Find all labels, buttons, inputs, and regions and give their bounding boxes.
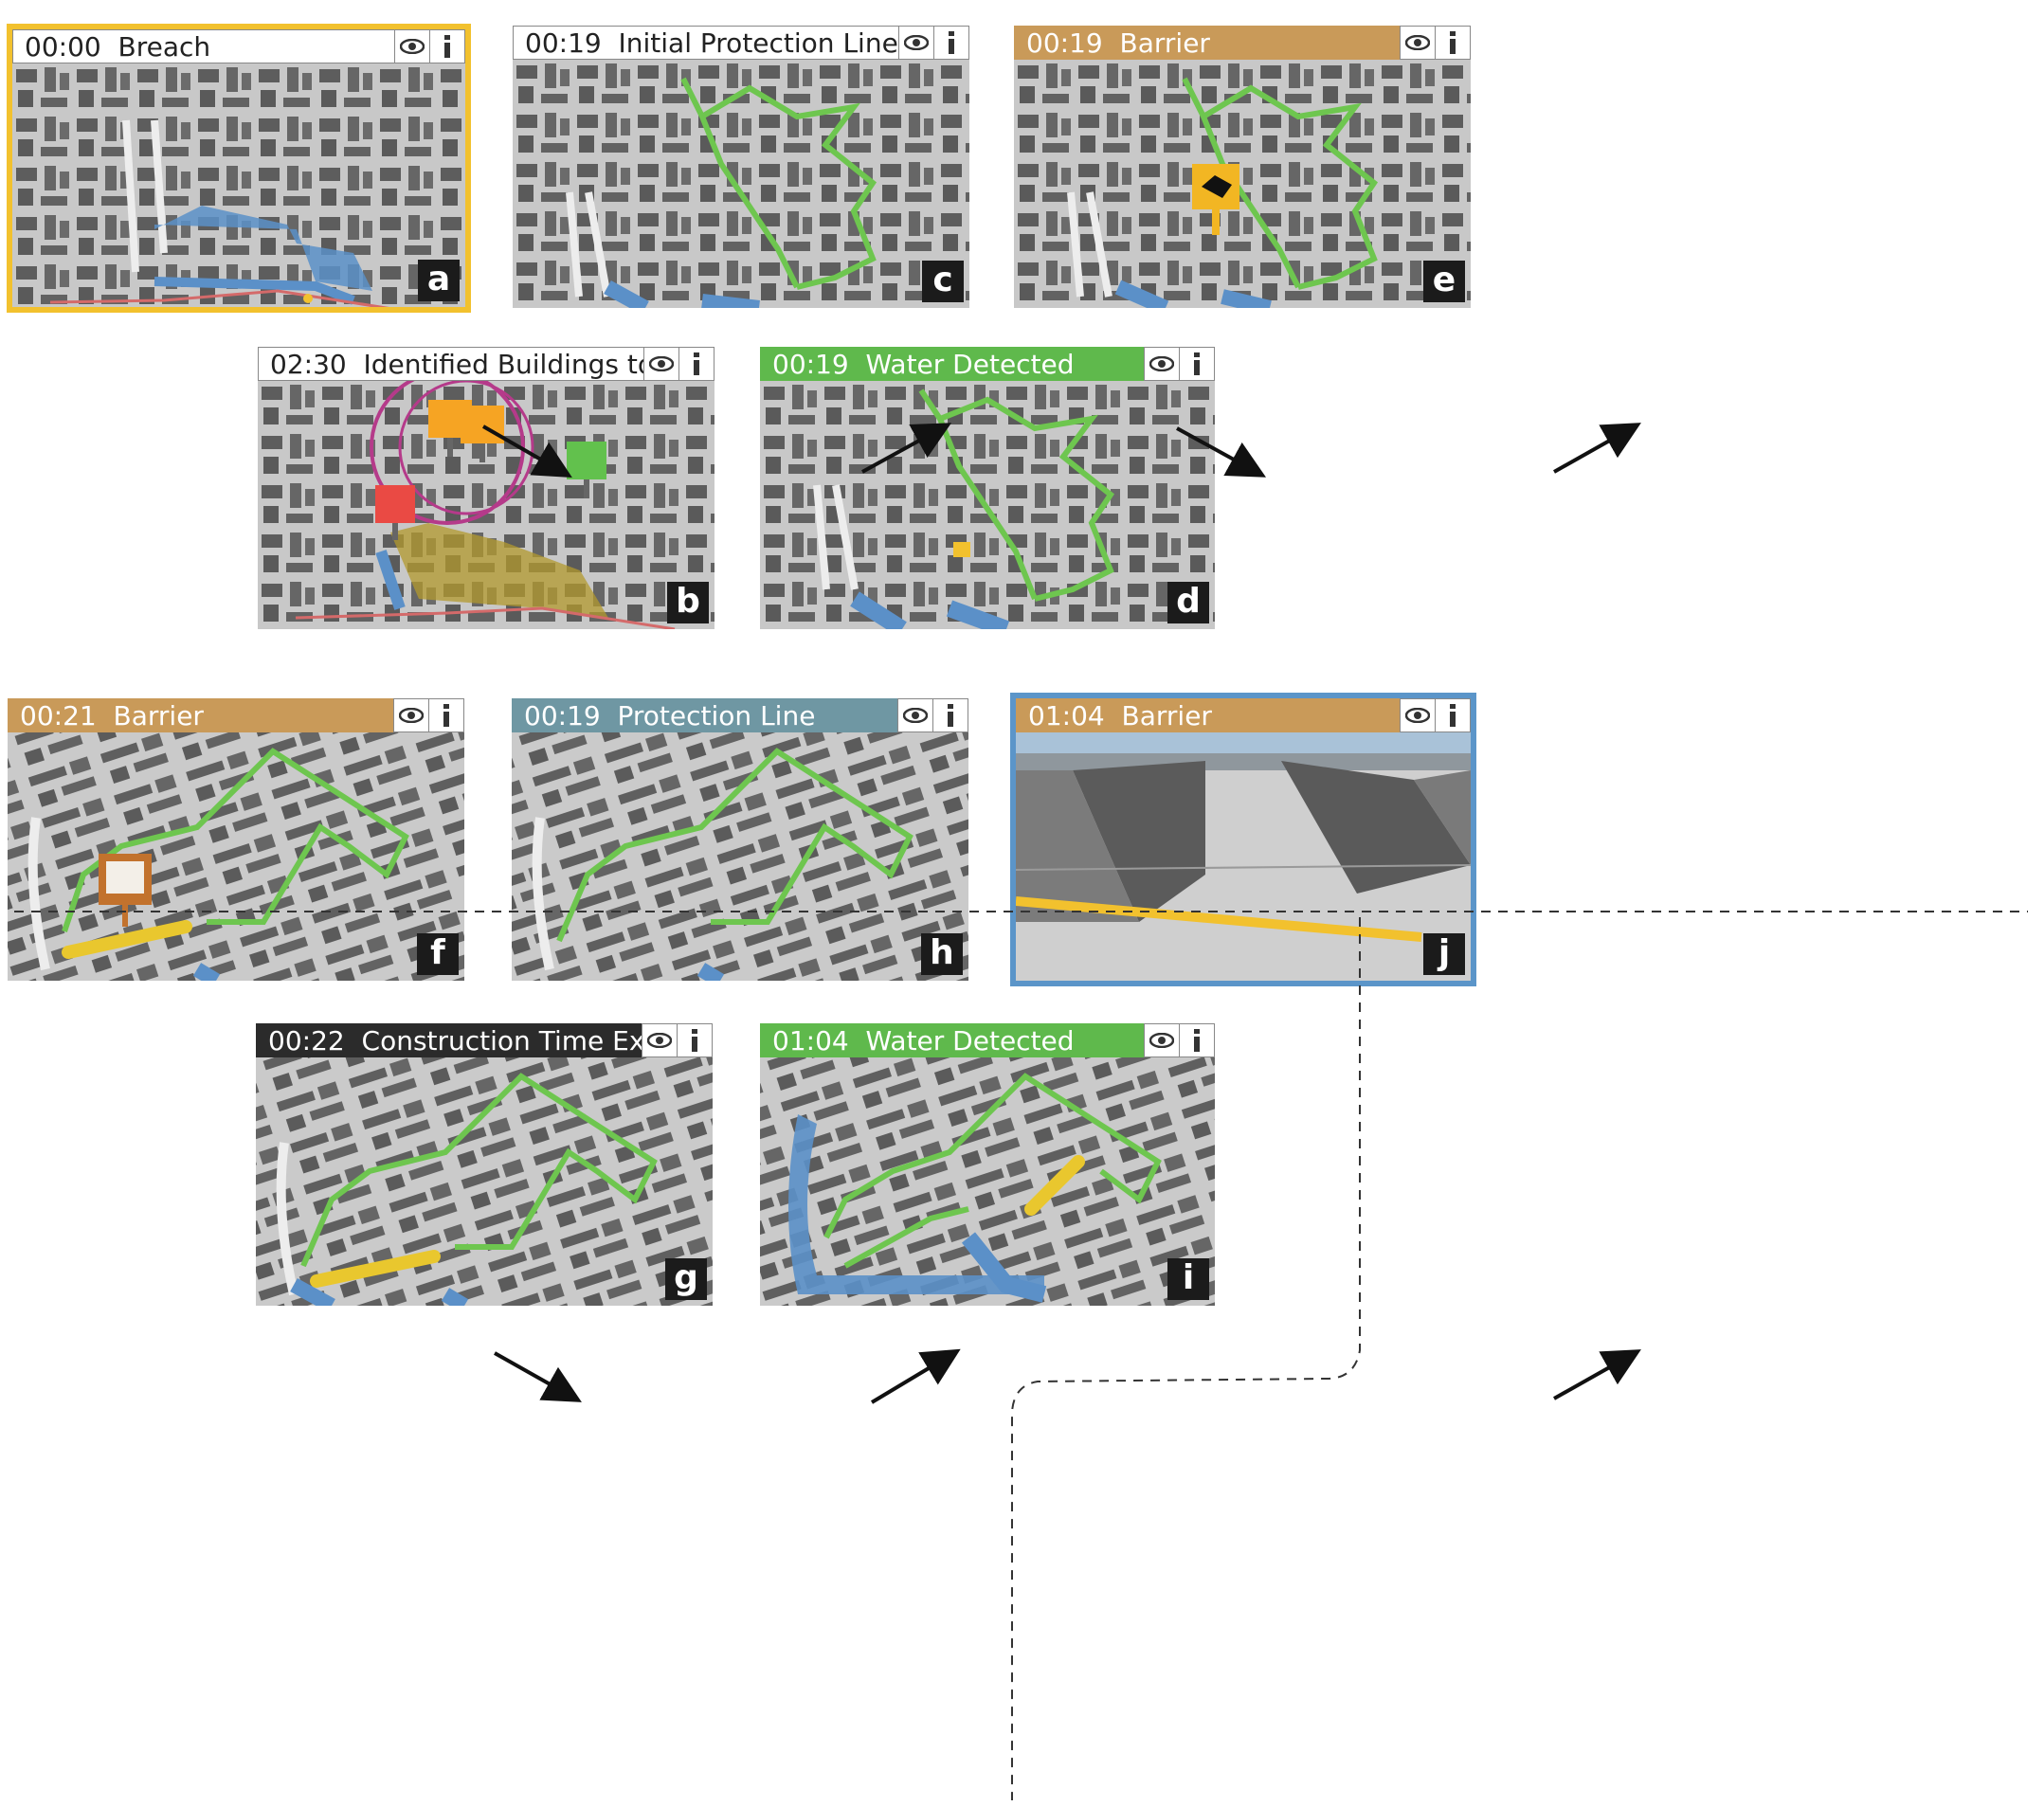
map-view[interactable] [512, 732, 968, 981]
panel-a-title: 00:00 Breach [12, 29, 395, 63]
map-view[interactable] [8, 732, 464, 981]
eye-icon[interactable] [1144, 347, 1180, 381]
info-icon[interactable] [677, 1023, 713, 1057]
info-icon[interactable] [1435, 698, 1471, 732]
panel-b-title: 02:30 Identified Buildings to Protect [258, 347, 644, 381]
panel-b[interactable]: 02:30 Identified Buildings to Protect b [258, 347, 714, 629]
eye-icon[interactable] [643, 347, 679, 381]
panel-h-title: 00:19 Protection Line [512, 698, 898, 732]
panel-i-label: Water Detected [865, 1025, 1075, 1057]
eye-icon[interactable] [394, 29, 430, 63]
panel-e-title: 00:19 Barrier [1014, 26, 1401, 60]
panel-i-letter: i [1167, 1258, 1209, 1300]
info-icon[interactable] [1435, 26, 1471, 60]
map-view-3d[interactable] [1016, 732, 1471, 981]
panel-c-time: 00:19 [525, 27, 602, 59]
panel-a-time: 00:00 [25, 31, 101, 63]
panel-i-titlebar: 01:04 Water Detected [760, 1023, 1215, 1057]
panel-i[interactable]: 01:04 Water Detected i [760, 1023, 1215, 1306]
panel-e-time: 00:19 [1026, 27, 1103, 59]
panel-g-label: Construction Time Exceeded [361, 1025, 642, 1057]
panel-g-titlebar: 00:22 Construction Time Exceeded [256, 1023, 713, 1057]
panel-g-title: 00:22 Construction Time Exceeded [256, 1023, 642, 1057]
eye-icon[interactable] [393, 698, 429, 732]
panel-f-time: 00:21 [20, 700, 97, 731]
panel-g-letter: g [665, 1258, 707, 1300]
eye-icon[interactable] [1400, 698, 1436, 732]
panel-f[interactable]: 00:21 Barrier f [8, 698, 464, 981]
panel-f-label: Barrier [113, 700, 204, 731]
info-icon[interactable] [932, 698, 968, 732]
panel-j-title: 01:04 Barrier [1016, 698, 1401, 732]
panel-d-letter: d [1167, 582, 1209, 623]
info-icon[interactable] [1179, 347, 1215, 381]
panel-e-titlebar: 00:19 Barrier [1014, 26, 1471, 60]
panel-f-title: 00:21 Barrier [8, 698, 394, 732]
panel-i-title: 01:04 Water Detected [760, 1023, 1145, 1057]
panel-j-label: Barrier [1121, 700, 1212, 731]
panel-d-title: 00:19 Water Detected [760, 347, 1145, 381]
panel-c-titlebar: 00:19 Initial Protection Line [513, 26, 969, 60]
arrow-f-to-g [494, 1351, 582, 1402]
panel-c-label: Initial Protection Line [618, 27, 898, 59]
panel-d-titlebar: 00:19 Water Detected [760, 347, 1215, 381]
panel-j-time: 01:04 [1028, 700, 1105, 731]
panel-j-titlebar: 01:04 Barrier [1016, 698, 1471, 732]
panel-g-time: 00:22 [268, 1025, 345, 1057]
panel-a-label: Breach [118, 31, 211, 63]
panel-f-letter: f [417, 933, 459, 975]
panel-h-label: Protection Line [617, 700, 816, 731]
info-icon[interactable] [933, 26, 969, 60]
panel-i-time: 01:04 [772, 1025, 849, 1057]
info-icon[interactable] [429, 29, 465, 63]
info-icon[interactable] [1179, 1023, 1215, 1057]
panel-h-time: 00:19 [524, 700, 601, 731]
panel-a-letter: a [418, 260, 460, 301]
eye-icon[interactable] [897, 698, 933, 732]
panel-h-letter: h [921, 933, 963, 975]
panel-b-time: 02:30 [270, 349, 347, 380]
panel-a-titlebar: 00:00 Breach [12, 29, 465, 63]
map-view[interactable] [760, 1057, 1215, 1306]
panel-g[interactable]: 00:22 Construction Time Exceeded g [256, 1023, 713, 1306]
panel-b-titlebar: 02:30 Identified Buildings to Protect [258, 347, 714, 381]
panel-e[interactable]: 00:19 Barrier e [1014, 26, 1471, 308]
map-view[interactable] [256, 1057, 713, 1306]
arrow-d-to-e [1553, 423, 1641, 474]
eye-icon[interactable] [1400, 26, 1436, 60]
panel-d[interactable]: 00:19 Water Detected d [760, 347, 1215, 629]
panel-j[interactable]: 01:04 Barrier j [1010, 693, 1476, 986]
info-icon[interactable] [428, 698, 464, 732]
panel-j-letter: j [1423, 933, 1465, 975]
eye-icon[interactable] [1144, 1023, 1180, 1057]
arrow-i-to-j [1553, 1349, 1641, 1400]
arrow-g-to-h [870, 1348, 961, 1404]
eye-icon[interactable] [898, 26, 934, 60]
panel-b-letter: b [667, 582, 709, 623]
eye-icon[interactable] [642, 1023, 678, 1057]
panel-h[interactable]: 00:19 Protection Line h [512, 698, 968, 981]
panel-f-titlebar: 00:21 Barrier [8, 698, 464, 732]
map-view[interactable] [760, 381, 1215, 629]
panel-d-time: 00:19 [772, 349, 849, 380]
panel-e-label: Barrier [1119, 27, 1210, 59]
map-view[interactable] [1014, 60, 1471, 308]
info-icon[interactable] [678, 347, 714, 381]
panel-c[interactable]: 00:19 Initial Protection Line c [513, 26, 969, 308]
panel-a[interactable]: 00:00 Breach a [7, 24, 471, 313]
map-view[interactable] [513, 60, 969, 308]
map-view[interactable] [258, 381, 714, 629]
panel-h-titlebar: 00:19 Protection Line [512, 698, 968, 732]
panel-d-label: Water Detected [865, 349, 1075, 380]
panel-c-title: 00:19 Initial Protection Line [513, 26, 899, 60]
map-view[interactable] [12, 63, 465, 307]
panel-e-letter: e [1423, 261, 1465, 302]
panel-c-letter: c [922, 261, 964, 302]
panel-b-label: Identified Buildings to Protect [363, 349, 643, 380]
